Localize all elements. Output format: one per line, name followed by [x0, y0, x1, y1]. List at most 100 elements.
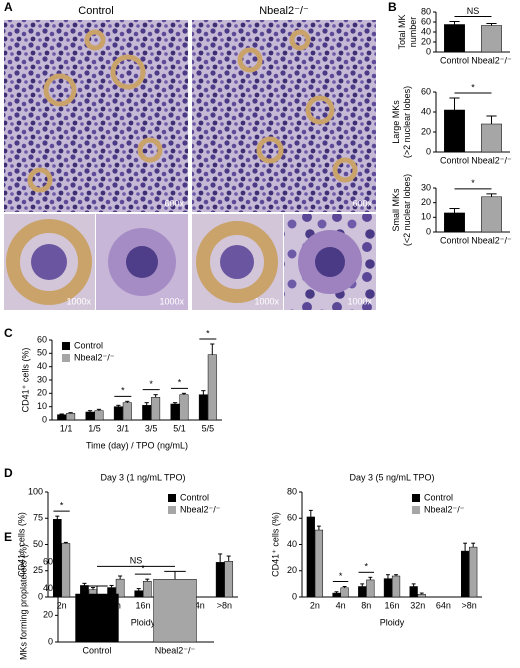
y-axis-label: CD41⁺ cells (%): [20, 348, 30, 413]
x-tick-label: 3/5: [145, 423, 158, 433]
y-axis-label: CD41⁺ cells (%): [270, 512, 280, 577]
significance-label: *: [206, 328, 210, 338]
y-tick-label: 0: [48, 636, 53, 646]
x-axis-label: Ploidy: [380, 617, 405, 627]
x-tick-label: 5/5: [202, 423, 215, 433]
legend-label: Control: [74, 340, 103, 350]
x-tick-label: 1/1: [60, 423, 73, 433]
bar: [66, 413, 76, 421]
legend-swatch: [62, 354, 70, 362]
magnification: 1000x: [66, 296, 91, 306]
y-tick-label: 50: [33, 539, 43, 549]
legend-swatch: [412, 506, 420, 514]
legend-swatch: [412, 494, 420, 502]
x-tick-label: Control: [440, 155, 469, 165]
x-tick-label: Nbeal2⁻/⁻: [471, 155, 512, 165]
bar: [444, 212, 465, 233]
x-tick-label: Nbeal2⁻/⁻: [155, 645, 196, 655]
y-axis-label: Large MKs: [391, 100, 401, 144]
bar: [198, 394, 208, 421]
bar: [332, 592, 341, 598]
y-axis-label: (>2 nuclear lobes): [402, 86, 412, 158]
bar: [170, 403, 180, 421]
bar: [61, 543, 71, 598]
bar: [409, 586, 418, 598]
bar: [215, 562, 225, 598]
y-tick-label: 20: [421, 126, 431, 136]
image-title: Nbeal2⁻/⁻: [259, 5, 309, 17]
x-tick-label: >8n: [217, 600, 232, 610]
y-tick-label: 0: [42, 414, 47, 424]
significance-label: *: [149, 379, 153, 389]
panel-label: A: [4, 0, 13, 14]
bar: [444, 24, 465, 53]
image-title: Control: [78, 5, 113, 17]
bar: [358, 586, 367, 598]
legend-label: Control: [180, 492, 209, 502]
bar: [224, 561, 234, 598]
y-tick-label: 60: [421, 16, 431, 26]
bar: [142, 405, 152, 421]
magnification: 600x: [352, 198, 372, 208]
x-tick-label: 8n: [361, 600, 371, 610]
significance-label: *: [178, 378, 182, 388]
legend-label: Nbeal2⁻/⁻: [424, 504, 465, 514]
y-tick-label: 60: [287, 513, 297, 523]
panel-label: C: [4, 326, 13, 340]
y-tick-label: 60: [37, 334, 47, 344]
y-tick-label: 10: [37, 401, 47, 411]
bar: [57, 414, 67, 421]
bar: [94, 410, 104, 421]
x-tick-label: 2n: [310, 600, 320, 610]
significance-label: NS: [130, 556, 143, 566]
bar: [314, 529, 324, 598]
panel-label: D: [4, 466, 13, 480]
significance-label: *: [141, 564, 145, 574]
x-tick-label: Control: [440, 235, 469, 245]
y-tick-label: 0: [292, 591, 297, 601]
panel-label: E: [4, 530, 12, 544]
significance-label: NS: [467, 6, 480, 16]
bar: [469, 546, 478, 598]
magnification: 1000x: [347, 296, 372, 306]
y-tick-label: 20: [43, 610, 53, 620]
y-tick-label: 20: [37, 388, 47, 398]
bar: [142, 581, 152, 598]
micrograph: [4, 20, 188, 212]
bar: [391, 575, 401, 598]
y-tick-label: 100: [28, 486, 43, 496]
y-tick-label: 0: [426, 46, 431, 56]
bar: [340, 587, 349, 598]
significance-label: *: [60, 501, 64, 511]
significance-label: *: [121, 386, 125, 396]
chart-title: Day 3 (5 ng/mL TPO): [349, 472, 434, 482]
legend-swatch: [168, 494, 176, 502]
bar: [179, 394, 189, 421]
y-axis-label: MKs forming proplatelets (%): [18, 544, 28, 660]
y-tick-label: 50: [37, 348, 47, 358]
bar: [306, 516, 315, 598]
y-tick-label: 30: [37, 374, 47, 384]
y-tick-label: 10: [421, 212, 431, 222]
significance-label: *: [471, 178, 475, 188]
y-tick-label: 75: [33, 513, 43, 523]
magnification: 1000x: [159, 296, 184, 306]
y-tick-label: 20: [287, 565, 297, 575]
significance-label: *: [365, 562, 369, 572]
y-tick-label: 25: [33, 565, 43, 575]
y-tick-label: 60: [421, 86, 431, 96]
significance-label: *: [471, 82, 475, 92]
legend-label: Nbeal2⁻/⁻: [74, 352, 115, 362]
y-tick-label: 40: [287, 539, 297, 549]
bar: [122, 402, 132, 421]
y-axis-label: number: [408, 17, 418, 48]
y-axis-label: (<2 nuclear lobes): [402, 174, 412, 246]
y-tick-label: 30: [421, 182, 431, 192]
magnification: 1000x: [254, 296, 279, 306]
x-tick-label: >8n: [462, 600, 477, 610]
x-tick-label: Control: [440, 55, 469, 65]
x-tick-label: Nbeal2⁻/⁻: [471, 55, 512, 65]
megakaryocytes: [27, 29, 358, 193]
bar: [481, 25, 502, 53]
